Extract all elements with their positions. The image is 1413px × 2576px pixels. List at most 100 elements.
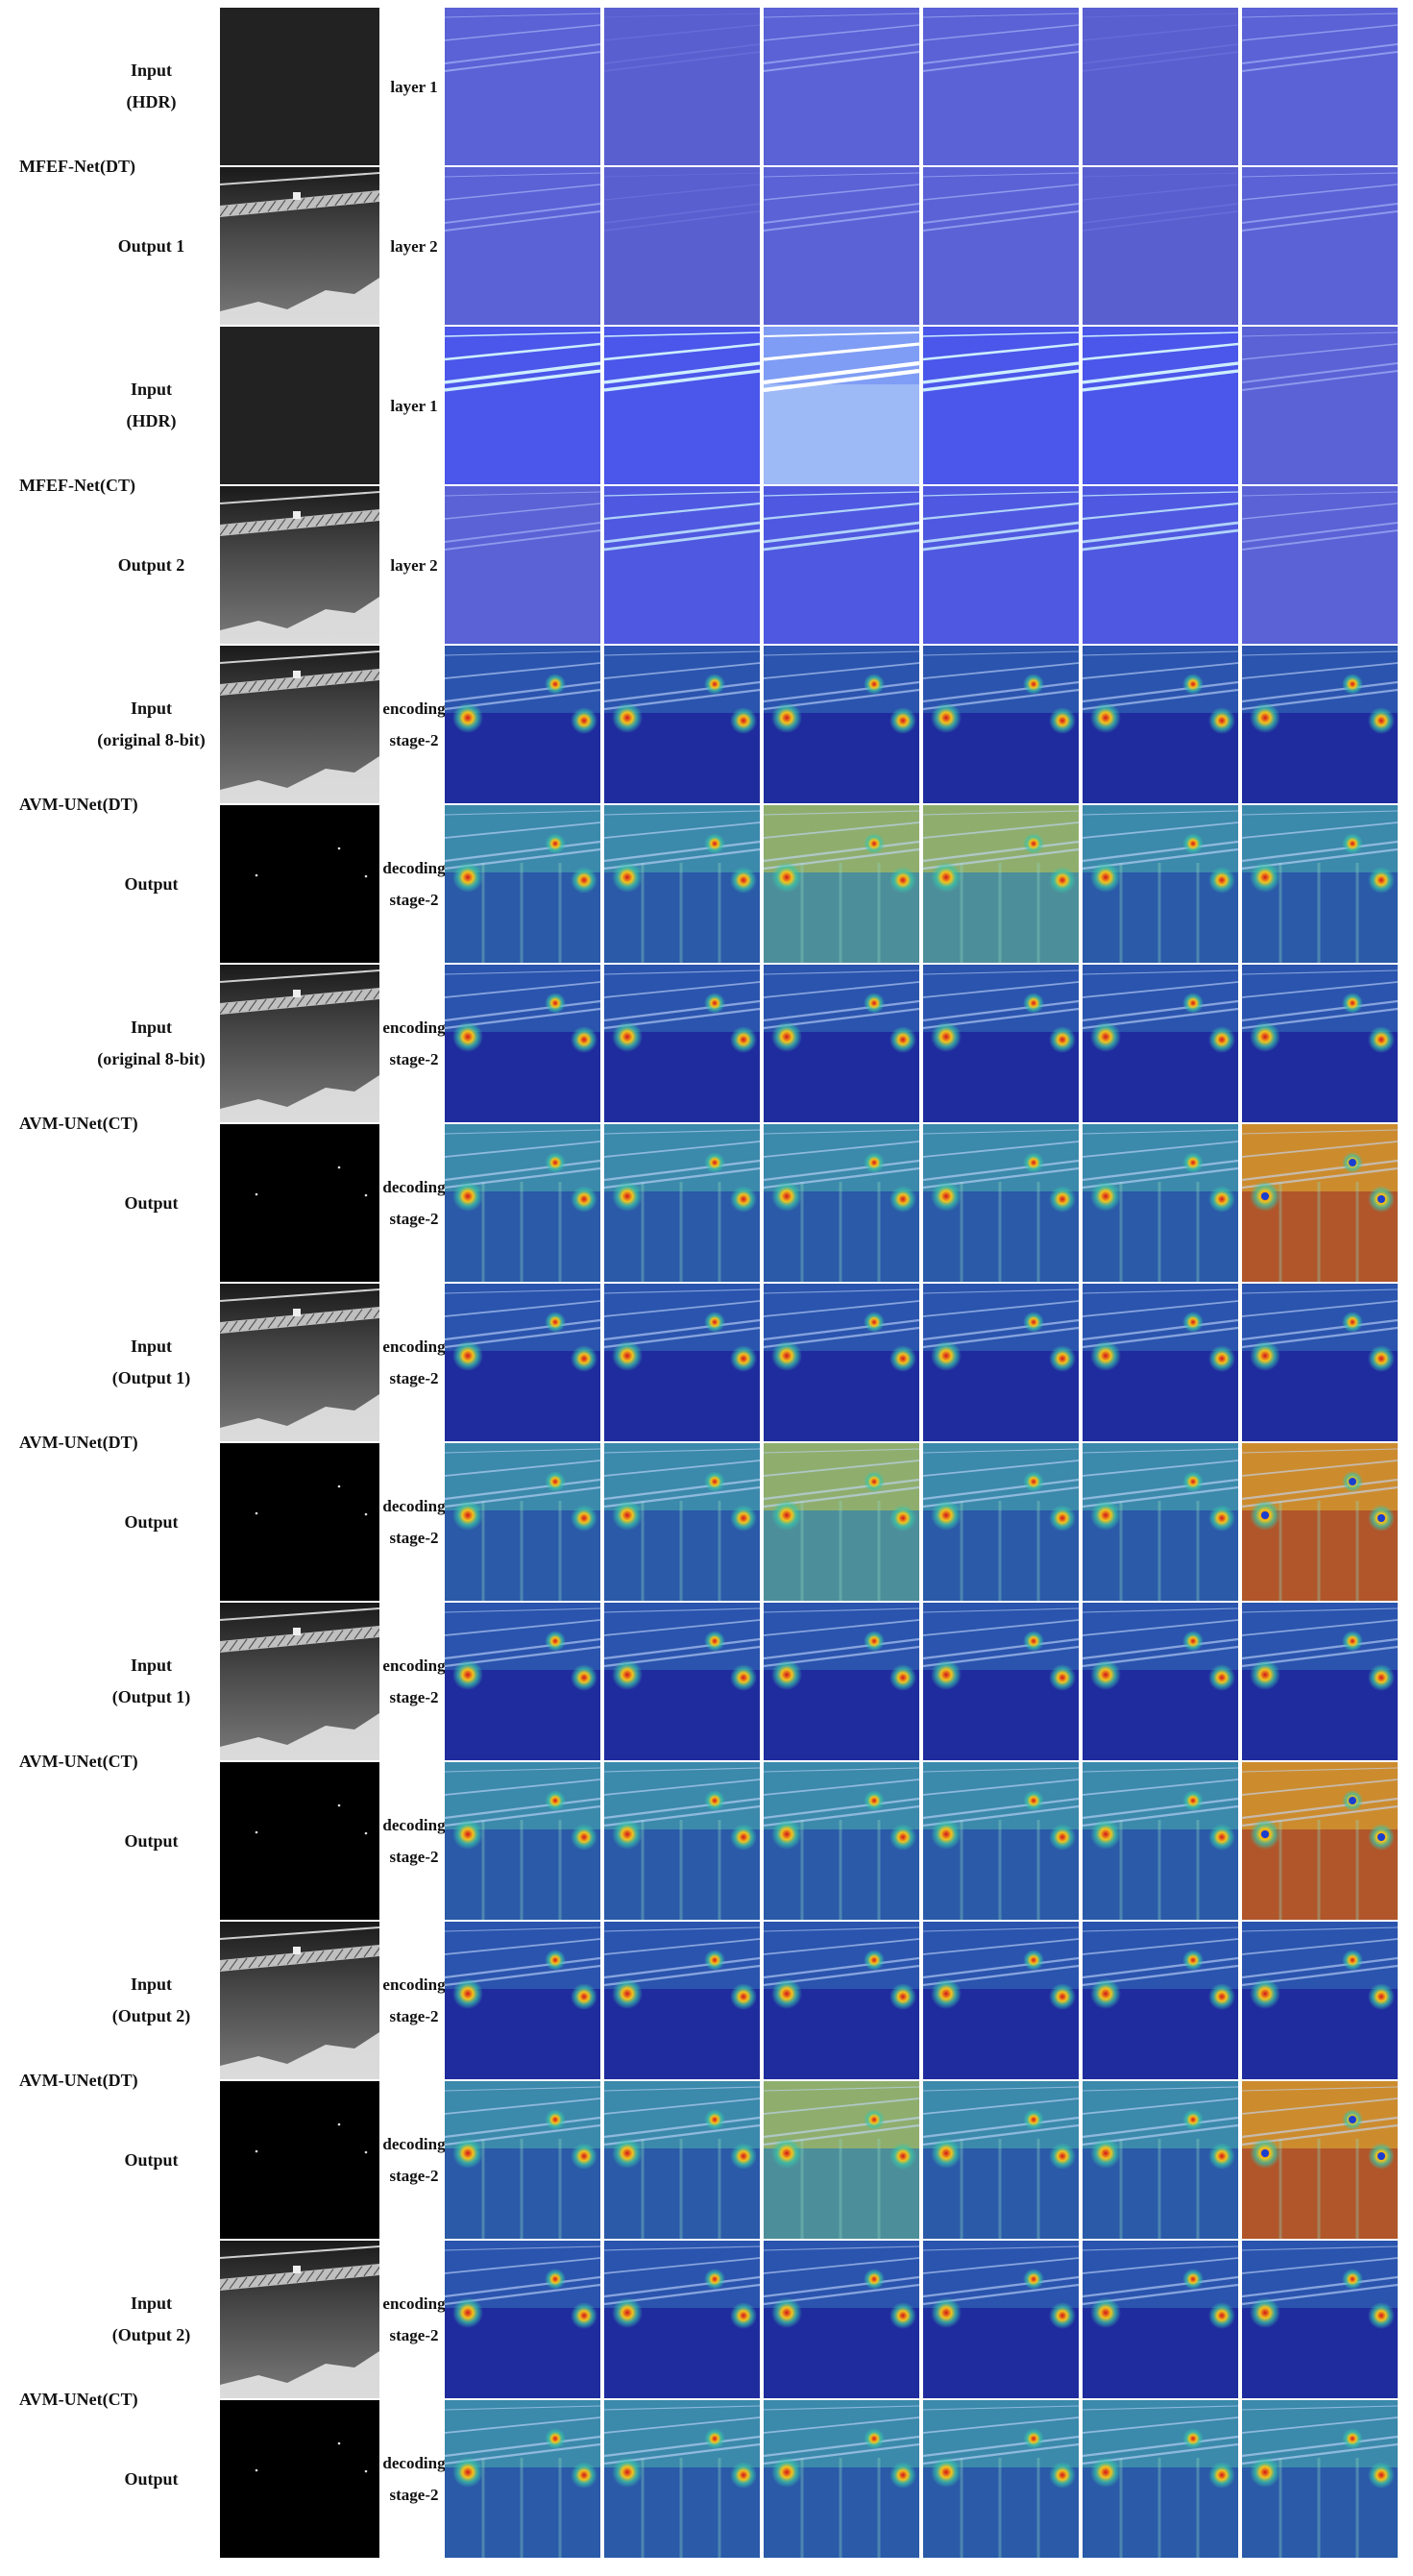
heatmap-tile: [1242, 1124, 1398, 1282]
heatmap-tile: [1083, 1284, 1238, 1441]
input-output-thumbnail: [220, 486, 379, 644]
feature-map-tile: [1083, 8, 1238, 165]
input-output-thumbnail: [220, 2081, 379, 2239]
row-label-line: Output: [124, 2149, 179, 2170]
feature-map-tile: [923, 486, 1079, 644]
heatmap-tile: [923, 1284, 1079, 1441]
layer-label: encoding stage-2: [379, 1650, 449, 1713]
feature-map-tile: [764, 486, 919, 644]
input-output-thumbnail: [220, 2241, 379, 2398]
heatmap-tile: [604, 646, 760, 803]
row-label: Input (original 8-bit): [86, 1012, 216, 1075]
feature-map-tile: [1083, 327, 1238, 484]
heatmap-tile: [764, 1922, 919, 2079]
layer-label: decoding stage-2: [379, 1171, 449, 1235]
feature-map-tile: [445, 327, 600, 484]
heatmap-tile: [1242, 805, 1398, 963]
heatmap-tile: [923, 805, 1079, 963]
layer-label: encoding stage-2: [379, 1331, 449, 1394]
heatmap-tile: [604, 1443, 760, 1601]
model-label: AVM-UNet(CT): [19, 1114, 138, 1133]
heatmap-tile: [1083, 805, 1238, 963]
heatmap-tile: [923, 1922, 1079, 2079]
row-label-line: Input: [130, 380, 173, 399]
heatmap-tile: [1083, 2241, 1238, 2398]
feature-map-tile: [445, 8, 600, 165]
row-label-line: (original 8-bit): [97, 730, 206, 749]
input-output-thumbnail: [220, 8, 379, 165]
layer-label-line: decoding: [382, 1497, 446, 1515]
heatmap-tile: [1083, 1443, 1238, 1601]
heatmap-tile: [764, 646, 919, 803]
heatmap-tile: [445, 646, 600, 803]
heatmap-tile: [764, 2241, 919, 2398]
heatmap-tile: [1083, 965, 1238, 1122]
row-label-line: (Output 1): [111, 1368, 191, 1387]
heatmap-tile: [1242, 965, 1398, 1122]
heatmap-tile: [923, 2081, 1079, 2239]
layer-label-line: decoding: [382, 1816, 446, 1834]
heatmap-tile: [923, 1762, 1079, 1920]
model-label: AVM-UNet(DT): [19, 795, 138, 814]
layer-label-line: encoding: [382, 2294, 446, 2313]
heatmap-tile: [764, 1603, 919, 1760]
feature-map-tile: [923, 167, 1079, 325]
heatmap-tile: [604, 1603, 760, 1760]
heatmap-tile: [923, 2241, 1079, 2398]
heatmap-tile: [923, 1603, 1079, 1760]
layer-label-line: layer 1: [390, 396, 438, 415]
feature-map-tile: [445, 167, 600, 325]
feature-map-tile: [764, 167, 919, 325]
heatmap-tile: [445, 2081, 600, 2239]
heatmap-tile: [1242, 646, 1398, 803]
heatmap-tile: [923, 646, 1079, 803]
heatmap-tile: [445, 1443, 600, 1601]
layer-label-line: layer 2: [390, 236, 438, 256]
heatmap-tile: [445, 1922, 600, 2079]
row-label-line: (HDR): [126, 92, 177, 111]
heatmap-tile: [1242, 2400, 1398, 2558]
layer-label-line: encoding: [382, 1337, 446, 1356]
feature-map-tile: [604, 167, 760, 325]
heatmap-tile: [445, 965, 600, 1122]
layer-label: decoding stage-2: [379, 1809, 449, 1873]
row-label: Input (original 8-bit): [86, 693, 216, 756]
model-label: AVM-UNet(DT): [19, 1433, 138, 1452]
row-label: Input (Output 2): [86, 1969, 216, 2032]
row-label: Output: [86, 869, 216, 900]
input-output-thumbnail: [220, 965, 379, 1122]
row-label: Output: [86, 1188, 216, 1219]
row-label: Input (HDR): [86, 55, 216, 118]
layer-label-line: decoding: [382, 859, 446, 877]
input-output-thumbnail: [220, 1443, 379, 1601]
row-label: Output 1: [86, 231, 216, 262]
input-output-thumbnail: [220, 1124, 379, 1282]
heatmap-tile: [764, 2081, 919, 2239]
feature-map-tile: [604, 8, 760, 165]
model-label: MFEF-Net(DT): [19, 157, 135, 176]
row-label-line: (Output 2): [111, 2006, 191, 2025]
heatmap-tile: [604, 805, 760, 963]
layer-label: layer 2: [379, 231, 449, 262]
row-label: Output 2: [86, 550, 216, 581]
row-label: Input (Output 1): [86, 1331, 216, 1394]
layer-label-line: stage-2: [389, 2167, 439, 2185]
layer-label: encoding stage-2: [379, 1969, 449, 2032]
layer-label: layer 1: [379, 71, 449, 103]
heatmap-tile: [445, 2400, 600, 2558]
heatmap-tile: [1242, 1443, 1398, 1601]
feature-map-tile: [1242, 327, 1398, 484]
row-label: Input (Output 1): [86, 1650, 216, 1713]
heatmap-tile: [923, 965, 1079, 1122]
row-label-line: Output: [124, 873, 179, 894]
heatmap-tile: [764, 1762, 919, 1920]
heatmap-tile: [604, 1922, 760, 2079]
layer-label-line: decoding: [382, 2454, 446, 2472]
heatmap-tile: [923, 2400, 1079, 2558]
row-label: Output: [86, 1826, 216, 1857]
heatmap-tile: [445, 1603, 600, 1760]
layer-label: decoding stage-2: [379, 1490, 449, 1554]
row-label-line: (Output 2): [111, 2325, 191, 2344]
row-label-line: Output: [124, 2468, 179, 2489]
row-label-line: Input: [130, 699, 173, 718]
